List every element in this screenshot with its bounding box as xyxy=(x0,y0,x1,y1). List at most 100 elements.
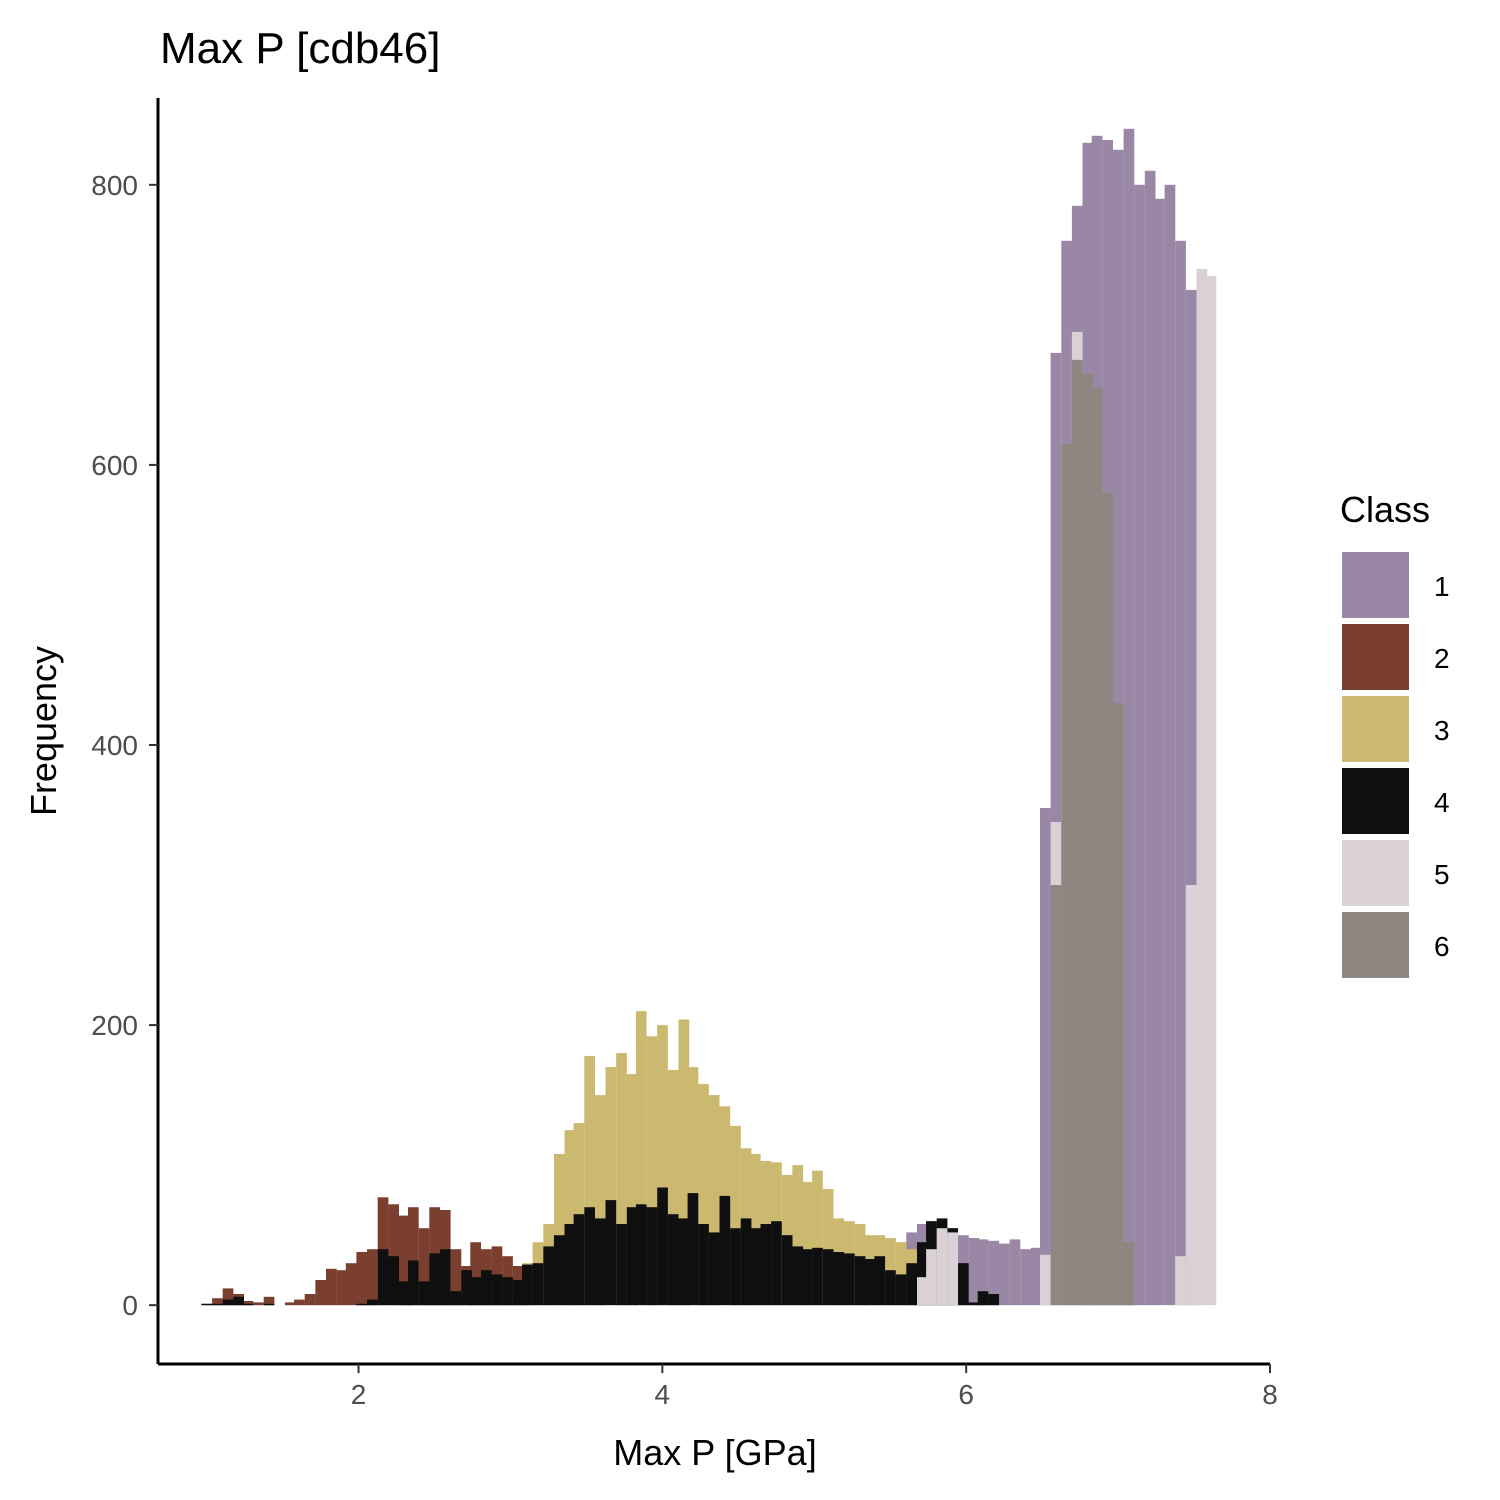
bar-class-4 xyxy=(863,1259,875,1306)
legend-label-2: 2 xyxy=(1434,643,1450,674)
legend: Class 1 2 3 4 5 6 xyxy=(1340,489,1450,978)
legend-label-6: 6 xyxy=(1434,931,1450,962)
bar-class-2 xyxy=(304,1294,316,1306)
bar-class-4 xyxy=(635,1204,647,1306)
bar-class-4 xyxy=(450,1291,462,1306)
bar-class-4 xyxy=(667,1214,679,1306)
bar-class-4 xyxy=(906,1263,917,1306)
bar-class-1 xyxy=(999,1243,1010,1306)
x-axis-title: Max P [GPa] xyxy=(613,1432,816,1473)
x-tick-label: 2 xyxy=(351,1379,367,1410)
bar-class-1 xyxy=(1164,184,1176,1306)
bar-class-6 xyxy=(1123,1242,1135,1306)
bar-class-4 xyxy=(594,1218,606,1306)
bar-class-1 xyxy=(1153,198,1165,1306)
bar-class-3 xyxy=(626,1074,638,1306)
bar-class-5 xyxy=(936,1228,948,1306)
bar-class-4 xyxy=(461,1270,472,1306)
bar-class-2 xyxy=(253,1302,264,1306)
legend-label-1: 1 xyxy=(1434,571,1450,602)
bar-class-2 xyxy=(326,1268,337,1306)
bar-class-3 xyxy=(616,1053,627,1306)
bar-class-4 xyxy=(895,1274,907,1306)
bar-class-5 xyxy=(917,1277,928,1306)
bar-class-2 xyxy=(356,1252,368,1306)
bar-class-4 xyxy=(377,1249,389,1306)
bar-class-4 xyxy=(233,1296,244,1306)
x-tick-label: 4 xyxy=(655,1379,671,1410)
bar-class-6 xyxy=(1050,885,1062,1306)
bar-class-4 xyxy=(646,1207,658,1306)
bar-class-4 xyxy=(719,1195,731,1306)
bar-class-4 xyxy=(398,1281,410,1306)
bar-class-4 xyxy=(481,1270,492,1306)
bar-class-3 xyxy=(594,1095,606,1306)
series-4 xyxy=(201,1187,1000,1306)
bar-class-4 xyxy=(242,1303,254,1306)
bar-class-3 xyxy=(708,1095,720,1306)
bar-class-6 xyxy=(1112,703,1124,1306)
bar-class-2 xyxy=(388,1204,399,1306)
legend-label-4: 4 xyxy=(1434,787,1450,818)
bar-class-2 xyxy=(367,1249,378,1306)
bar-class-4 xyxy=(730,1228,741,1306)
bar-class-3 xyxy=(822,1188,834,1306)
bar-class-1 xyxy=(977,1239,989,1306)
chart-title: Max P [cdb46] xyxy=(160,24,440,73)
bar-class-4 xyxy=(740,1218,752,1306)
bar-class-2 xyxy=(450,1249,462,1306)
bar-class-3 xyxy=(792,1165,804,1306)
bar-class-4 xyxy=(212,1303,223,1306)
bar-class-2 xyxy=(408,1207,419,1306)
bar-class-4 xyxy=(917,1242,928,1306)
bar-class-3 xyxy=(812,1170,823,1306)
bar-class-4 xyxy=(678,1218,690,1306)
legend-swatch-1 xyxy=(1342,552,1409,618)
bar-class-3 xyxy=(667,1069,679,1306)
legend-label-5: 5 xyxy=(1434,859,1450,890)
bar-class-1 xyxy=(1144,170,1156,1306)
bar-class-4 xyxy=(367,1299,378,1306)
bar-class-4 xyxy=(388,1256,399,1306)
bar-class-4 xyxy=(408,1260,419,1306)
bar-class-5 xyxy=(947,1232,958,1306)
y-tick-label: 600 xyxy=(91,450,138,481)
bar-class-1 xyxy=(1030,1247,1042,1306)
bar-class-4 xyxy=(698,1224,709,1306)
bar-class-4 xyxy=(958,1263,969,1306)
y-axis-title: Frequency xyxy=(23,646,64,816)
y-tick-label: 0 xyxy=(122,1290,138,1321)
bar-class-1 xyxy=(1009,1239,1021,1306)
bar-class-4 xyxy=(968,1302,980,1306)
legend-swatch-2 xyxy=(1342,624,1409,690)
y-ticks: 0 200 400 600 800 xyxy=(91,170,158,1321)
bar-class-5 xyxy=(926,1249,937,1306)
bar-class-3 xyxy=(678,1019,690,1306)
bar-class-4 xyxy=(418,1281,430,1306)
bar-class-4 xyxy=(801,1249,813,1306)
bar-class-2 xyxy=(315,1280,327,1306)
bar-class-4 xyxy=(885,1270,896,1306)
bar-class-1 xyxy=(1134,184,1145,1306)
bar-class-6 xyxy=(1102,492,1113,1306)
bar-class-4 xyxy=(626,1207,638,1306)
bar-class-5 xyxy=(1175,1256,1186,1306)
bar-class-4 xyxy=(771,1221,782,1306)
bar-class-4 xyxy=(532,1263,544,1306)
bar-class-4 xyxy=(812,1247,823,1306)
bar-class-4 xyxy=(833,1252,845,1306)
bar-class-4 xyxy=(605,1200,617,1306)
bar-class-6 xyxy=(1071,359,1083,1306)
bar-class-1 xyxy=(1020,1249,1031,1306)
bar-class-3 xyxy=(646,1036,658,1306)
bar-class-2 xyxy=(212,1298,223,1306)
x-ticks: 2 4 6 8 xyxy=(351,1364,1278,1410)
bar-class-4 xyxy=(573,1214,585,1306)
bar-class-3 xyxy=(730,1125,741,1306)
bar-class-2 xyxy=(294,1299,305,1306)
bar-class-6 xyxy=(1082,373,1094,1306)
bars-layer xyxy=(201,128,1217,1306)
bar-class-6 xyxy=(1061,443,1072,1306)
bar-class-2 xyxy=(285,1302,296,1306)
